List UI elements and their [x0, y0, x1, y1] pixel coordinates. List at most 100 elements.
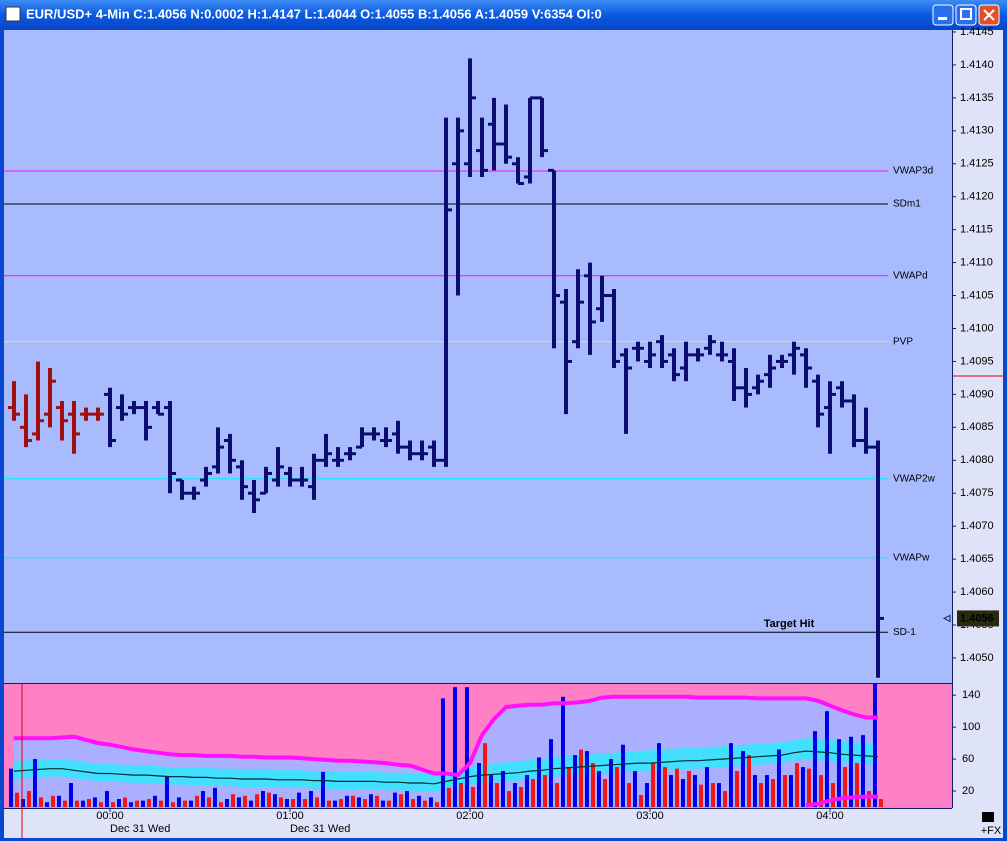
annotation: Target Hit — [764, 618, 815, 630]
volume-bar — [878, 799, 883, 807]
y-tick-label: 1.4080 — [960, 454, 994, 466]
y-tick-label: 1.4050 — [960, 652, 994, 664]
volume-bar — [638, 795, 643, 807]
indicator-line — [13, 750, 879, 785]
volume-bar — [290, 799, 295, 807]
volume-bar — [800, 767, 805, 807]
y-tick-label: 1.4145 — [960, 26, 994, 38]
volume-bar — [656, 743, 661, 807]
volume-bar — [602, 779, 607, 807]
volume-panel: 20 60 100 140 — [4, 684, 980, 808]
volume-bar — [470, 787, 475, 807]
volume-bar — [152, 795, 157, 807]
level-label: SD-1 — [893, 627, 916, 638]
volume-bar — [212, 787, 217, 807]
volume-bar — [260, 791, 265, 807]
volume-bar — [782, 775, 787, 807]
level-label: PVP — [893, 336, 913, 347]
x-tick-label: 02:00 — [456, 810, 484, 822]
volume-bar — [200, 791, 205, 807]
volume-bar — [854, 763, 859, 807]
volume-bar — [530, 779, 535, 807]
last-price-arrow — [942, 614, 951, 623]
volume-bar — [116, 799, 121, 807]
volume-bar — [20, 799, 25, 807]
volume-bar — [644, 783, 649, 807]
y-tick-label: 1.4105 — [960, 289, 994, 301]
volume-bar — [764, 775, 769, 807]
volume-bar — [134, 800, 139, 807]
y-tick-label: 1.4135 — [960, 92, 994, 104]
volume-bar — [566, 767, 571, 807]
volume-bar — [338, 799, 343, 807]
volume-bar — [548, 739, 553, 807]
volume-bar — [632, 771, 637, 807]
volume-bar — [302, 799, 307, 807]
level-label: VWAP2w — [893, 473, 936, 484]
volume-bar — [80, 800, 85, 807]
volume-bar — [866, 791, 871, 807]
volume-bar — [842, 767, 847, 807]
y-tick-label: 1.4130 — [960, 125, 994, 137]
y-tick-label: 100 — [962, 721, 980, 733]
last-price-label: 1.4056 — [960, 612, 994, 624]
volume-bar — [740, 751, 745, 807]
volume-bar — [620, 744, 625, 807]
volume-bar — [686, 771, 691, 807]
volume-bar — [392, 792, 397, 807]
volume-bar — [452, 687, 457, 807]
volume-bar — [734, 771, 739, 807]
volume-bar — [332, 800, 337, 807]
volume-bar — [248, 800, 253, 807]
volume-bar — [698, 784, 703, 807]
volume-bar — [8, 768, 13, 807]
volume-bar — [128, 802, 133, 807]
y-tick-label: 1.4075 — [960, 487, 994, 499]
volume-bar — [542, 775, 547, 807]
window-title: EUR/USD+ 4-Min C:1.4056 N:0.0002 H:1.414… — [26, 6, 602, 21]
window-buttons — [932, 4, 1000, 26]
volume-bar — [26, 791, 31, 807]
volume-bar — [122, 797, 127, 807]
volume-bar — [68, 783, 73, 807]
volume-bar — [788, 775, 793, 807]
volume-bar — [572, 755, 577, 807]
y-tick-label: 1.4070 — [960, 520, 994, 532]
volume-bar — [92, 797, 97, 807]
volume-bar — [350, 795, 355, 807]
x-date-label: Dec 31 Wed — [290, 823, 350, 835]
volume-bar — [578, 749, 583, 807]
volume-bar — [446, 787, 451, 807]
volume-bar — [344, 795, 349, 807]
y-tick-label: 1.4085 — [960, 421, 994, 433]
volume-bar — [680, 779, 685, 807]
volume-bar — [494, 783, 499, 807]
y-tick-label: 1.4100 — [960, 322, 994, 334]
y-tick-label: 1.4120 — [960, 191, 994, 203]
volume-bar — [206, 797, 211, 807]
volume-bar — [50, 795, 55, 807]
volume-bar — [314, 797, 319, 807]
volume-bar — [488, 775, 493, 807]
volume-bar — [710, 783, 715, 807]
y-tick-label: 1.4065 — [960, 553, 994, 565]
y-tick-label: 60 — [962, 753, 974, 765]
volume-bar — [668, 775, 673, 807]
app-icon — [5, 6, 21, 22]
volume-bar — [416, 795, 421, 807]
volume-bar — [608, 759, 613, 807]
volume-bar — [716, 783, 721, 807]
y-tick-label: 20 — [962, 785, 974, 797]
volume-bar — [146, 799, 151, 807]
volume-bar — [650, 763, 655, 807]
volume-bar — [872, 684, 877, 807]
volume-bar — [830, 783, 835, 807]
volume-bar — [44, 802, 49, 807]
volume-bar — [362, 799, 367, 807]
volume-bar — [176, 797, 181, 807]
volume-bar — [776, 749, 781, 807]
minimize-button[interactable] — [932, 4, 954, 26]
volume-bar — [110, 802, 115, 807]
volume-bar — [722, 791, 727, 807]
